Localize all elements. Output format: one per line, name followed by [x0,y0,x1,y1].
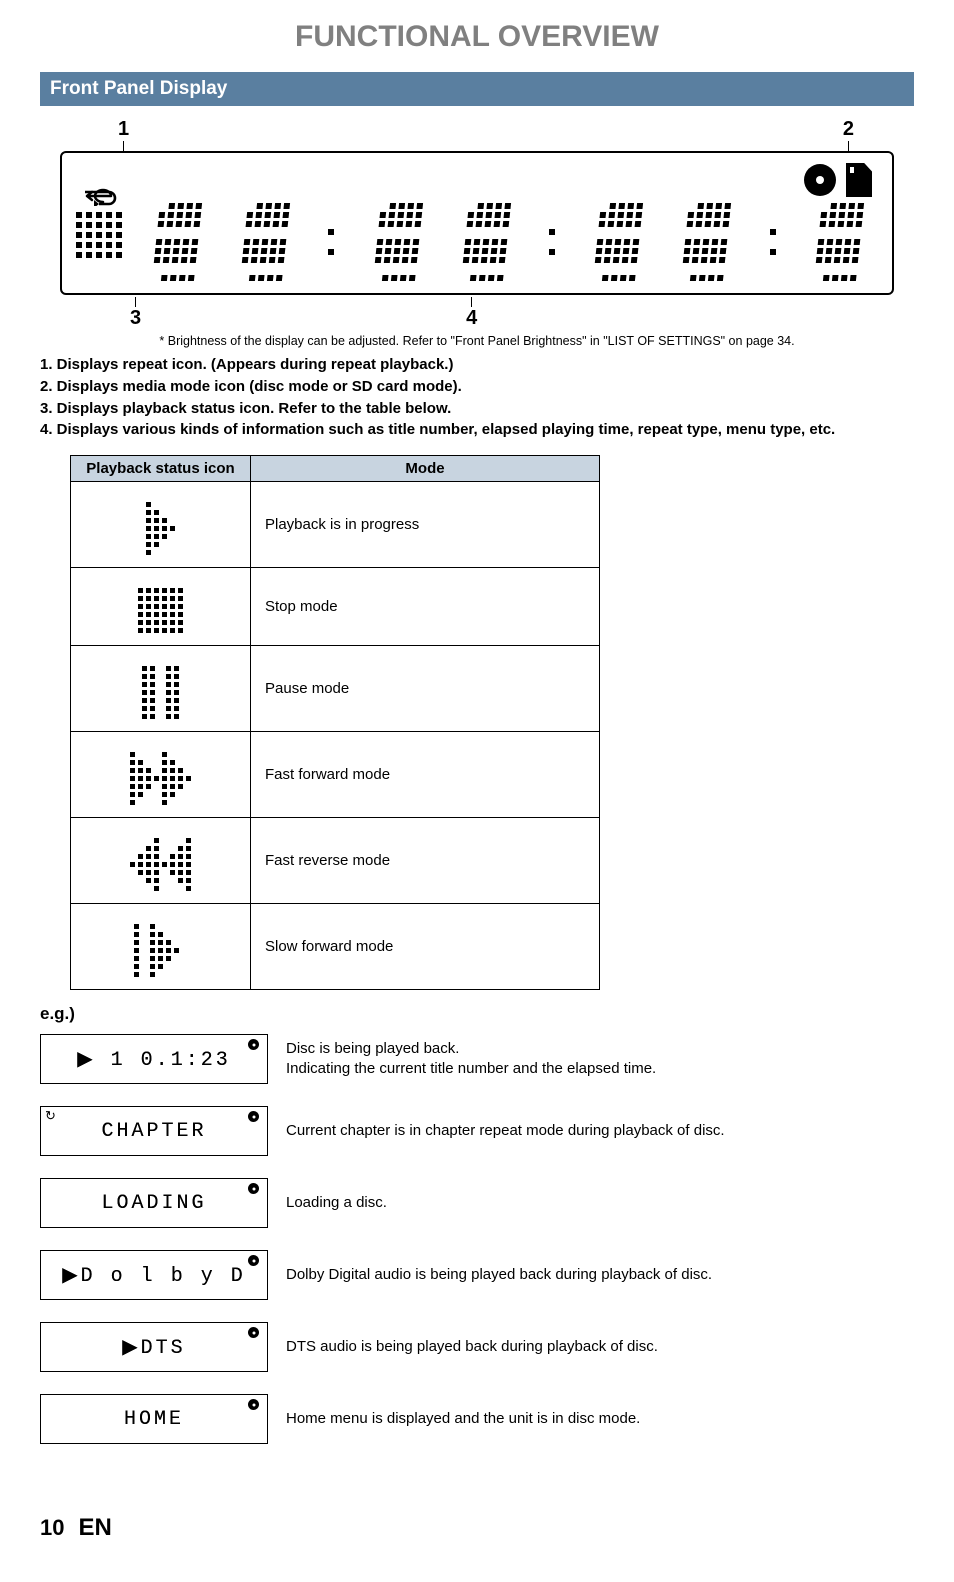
lcd-display: ▶D o l b y D [40,1250,268,1300]
table-row: Fast forward mode [71,732,600,818]
table-row: Playback is in progress [71,482,600,568]
status-icon-cell [71,732,251,818]
status-header-mode: Mode [251,456,600,482]
example-row: ▶ 1 0.1:23 Disc is being played back.Indi… [40,1034,914,1084]
play-icon [146,502,175,555]
digit-2 [240,203,290,281]
lcd-display: LOADING [40,1178,268,1228]
example-row: CHAPTER ↻ Current chapter is in chapter re… [40,1106,914,1156]
table-row: Fast reverse mode [71,818,600,904]
eg-label: e.g.) [40,1004,914,1024]
disc-mini-icon [248,1399,259,1410]
example-row: ▶D o l b y D Dolby Digital audio is being… [40,1250,914,1300]
numbered-list: 1. Displays repeat icon. (Appears during… [40,354,914,441]
status-mode-cell: Stop mode [251,568,600,646]
example-description: Dolby Digital audio is being played back… [286,1265,712,1285]
sd-card-icon [846,163,872,197]
disc-mini-icon [248,1039,259,1050]
status-icon-cell [71,646,251,732]
list-item-4: 4. Displays various kinds of information… [40,419,914,441]
page-lang: EN [78,1514,111,1542]
example-description: DTS audio is being played back during pl… [286,1337,658,1357]
digit-7 [814,203,864,281]
table-row: Pause mode [71,646,600,732]
table-row: Stop mode [71,568,600,646]
colon-3-icon [770,229,776,255]
table-row: Slow forward mode [71,904,600,990]
example-desc-line: Disc is being played back. [286,1039,656,1059]
digit-6 [681,203,731,281]
example-description: Disc is being played back.Indicating the… [286,1039,656,1080]
stop-icon [138,588,183,633]
front-panel-diagram: 1 2 [60,118,894,330]
status-mode-cell: Slow forward mode [251,904,600,990]
lcd-display: ▶ 1 0.1:23 [40,1034,268,1084]
example-desc-line: Loading a disc. [286,1193,387,1213]
disc-mini-icon [248,1327,259,1338]
marker-3: 3 [130,307,141,330]
example-row: LOADING Loading a disc. [40,1178,914,1228]
colon-1-icon [328,229,334,255]
status-icon-cell [71,568,251,646]
status-mode-cell: Pause mode [251,646,600,732]
status-mode-cell: Fast forward mode [251,732,600,818]
lcd-text: ▶DTS [122,1334,185,1360]
list-item-2: 2. Displays media mode icon (disc mode o… [40,376,914,398]
example-description: Home menu is displayed and the unit is i… [286,1409,640,1429]
example-desc-line: Home menu is displayed and the unit is i… [286,1409,640,1429]
section-header: Front Panel Display [40,72,914,106]
digit-4 [461,203,511,281]
lcd-text: ▶D o l b y D [62,1262,245,1288]
disc-mini-icon [248,1255,259,1266]
pause-icon [142,666,179,719]
page-number: 10 [40,1515,64,1541]
example-desc-line: DTS audio is being played back during pl… [286,1337,658,1357]
page-footer: 10 EN [40,1514,914,1542]
disc-mini-icon [248,1183,259,1194]
lcd-display: ▶DTS [40,1322,268,1372]
colon-2-icon [549,229,555,255]
page-title: FUNCTIONAL OVERVIEW [40,20,914,54]
example-description: Current chapter is in chapter repeat mod… [286,1121,725,1141]
example-description: Loading a disc. [286,1193,387,1213]
status-icon-cell [71,904,251,990]
example-row: HOME Home menu is displayed and the unit … [40,1394,914,1444]
disc-icon [804,164,836,196]
status-icon-cell [71,818,251,904]
marker-2: 2 [843,118,854,141]
ffwd-icon [130,752,191,805]
slowf-icon [134,924,187,977]
lcd-text: HOME [124,1408,184,1431]
digit-1 [152,203,202,281]
digit-3 [373,203,423,281]
marker-1: 1 [118,118,129,141]
lcd-text: CHAPTER [101,1120,206,1143]
seven-segment-digits [138,203,878,281]
repeat-icon [81,186,117,206]
example-row: ▶DTS DTS audio is being played back durin… [40,1322,914,1372]
lcd-display: HOME [40,1394,268,1444]
status-header-icon: Playback status icon [71,456,251,482]
status-mode-cell: Fast reverse mode [251,818,600,904]
frev-icon [130,838,191,891]
list-item-1: 1. Displays repeat icon. (Appears during… [40,354,914,376]
digit-5 [593,203,643,281]
marker-4: 4 [466,307,477,330]
front-panel-box [60,151,894,295]
lcd-text: LOADING [101,1192,206,1215]
status-table: Playback status icon Mode Playback is in… [70,455,600,990]
disc-mini-icon [248,1111,259,1122]
status-dot-grid-icon [76,212,122,258]
example-desc-line: Current chapter is in chapter repeat mod… [286,1121,725,1141]
status-mode-cell: Playback is in progress [251,482,600,568]
repeat-mini-icon: ↻ [45,1109,60,1124]
example-desc-line: Dolby Digital audio is being played back… [286,1265,712,1285]
brightness-footnote: * Brightness of the display can be adjus… [40,334,914,348]
list-item-3: 3. Displays playback status icon. Refer … [40,398,914,420]
lcd-display: CHAPTER ↻ [40,1106,268,1156]
status-icon-cell [71,482,251,568]
lcd-text: ▶ 1 0.1:23 [77,1046,230,1072]
example-desc-line: Indicating the current title number and … [286,1059,656,1079]
